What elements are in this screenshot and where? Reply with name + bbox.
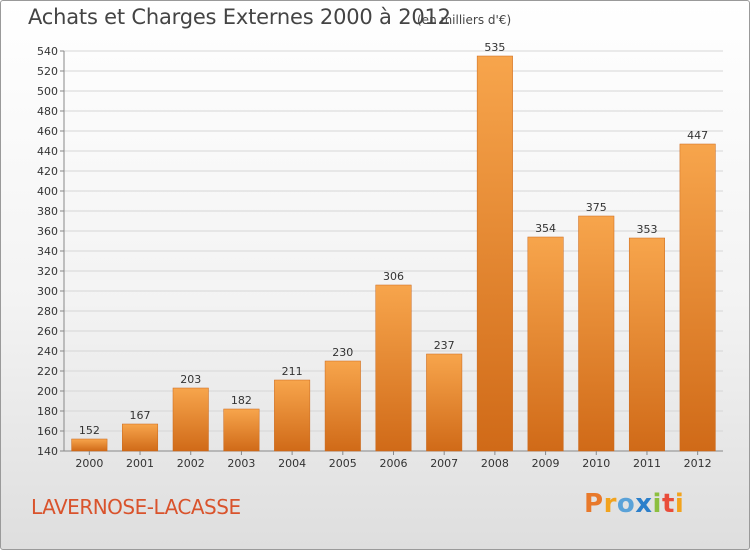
y-tick-label: 460 (37, 125, 58, 138)
x-tick-label-2009: 2009 (532, 457, 560, 470)
bar-2004 (274, 379, 311, 452)
bar-2000 (71, 438, 108, 452)
logo-letter: i (652, 489, 662, 519)
bar-2002 (172, 387, 209, 452)
value-label-2009: 354 (535, 222, 556, 235)
y-tick-label: 540 (37, 45, 58, 58)
bar-2007 (426, 353, 463, 452)
value-label-2011: 353 (636, 223, 657, 236)
logo-letter: x (635, 489, 653, 519)
y-tick-label: 500 (37, 85, 58, 98)
value-label-2012: 447 (687, 129, 708, 142)
bar-2008 (476, 55, 513, 452)
value-label-2006: 306 (383, 270, 404, 283)
x-tick-label-2002: 2002 (177, 457, 205, 470)
x-tick-label-2006: 2006 (380, 457, 408, 470)
y-tick-label: 340 (37, 245, 58, 258)
logo-letter: i (674, 489, 685, 519)
value-labels: 152 167 203 182 211 230 306 237 535 354 375 353 447 (79, 41, 708, 437)
y-tick-label: 220 (37, 365, 58, 378)
y-tick-label: 420 (37, 165, 58, 178)
value-label-2008: 535 (484, 41, 505, 54)
commune-name: LAVERNOSE-LACASSE (31, 495, 241, 519)
value-label-2000: 152 (79, 424, 100, 437)
bar-2003 (223, 408, 260, 452)
y-tick-label: 440 (37, 145, 58, 158)
x-axis: 2000 2001 2002 2003 2004 2005 2006 2007 2008 2009… (75, 451, 712, 470)
value-label-2010: 375 (586, 201, 607, 214)
y-tick-label: 300 (37, 285, 58, 298)
y-tick-label: 360 (37, 225, 58, 238)
logo-letter: r (603, 489, 617, 519)
value-label-2003: 182 (231, 394, 252, 407)
bar-2011 (628, 237, 665, 452)
bar-2010 (578, 215, 615, 452)
logo-letter: t (661, 489, 675, 519)
x-tick-label-2007: 2007 (430, 457, 458, 470)
value-label-2007: 237 (434, 339, 455, 352)
y-tick-label: 400 (37, 185, 58, 198)
value-label-2005: 230 (332, 346, 353, 359)
y-tick-label: 200 (37, 385, 58, 398)
logo-letter: o (616, 489, 636, 519)
bar-2005 (324, 360, 361, 452)
y-tick-label: 520 (37, 65, 58, 78)
bar-2009 (527, 236, 564, 452)
y-tick-label: 320 (37, 265, 58, 278)
x-tick-label-2000: 2000 (75, 457, 103, 470)
y-tick-label: 480 (37, 105, 58, 118)
x-tick-label-2005: 2005 (329, 457, 357, 470)
y-axis: 140 160 180 200 220 240 260 280 300 320 340 360 380 4… (37, 45, 723, 458)
grid-lines (64, 50, 723, 452)
x-tick-label-2011: 2011 (633, 457, 661, 470)
y-tick-label: 260 (37, 325, 58, 338)
y-tick-label: 160 (37, 425, 58, 438)
y-tick-label: 140 (37, 445, 58, 458)
x-tick-label-2004: 2004 (278, 457, 306, 470)
bars (71, 55, 716, 452)
proxiti-logo[interactable]: Proxiti (584, 489, 684, 519)
x-tick-label-2001: 2001 (126, 457, 154, 470)
y-tick-label: 180 (37, 405, 58, 418)
x-tick-label-2003: 2003 (227, 457, 255, 470)
value-label-2001: 167 (130, 409, 151, 422)
y-tick-label: 280 (37, 305, 58, 318)
bar-2012 (679, 143, 716, 452)
y-tick-label: 380 (37, 205, 58, 218)
chart-unit: (en milliers d'€) (417, 13, 512, 27)
logo-letter: P (584, 489, 604, 519)
y-tick-label: 240 (37, 345, 58, 358)
bar-2006 (375, 284, 412, 452)
chart-title: Achats et Charges Externes 2000 à 2012 (28, 5, 451, 29)
value-label-2002: 203 (180, 373, 201, 386)
x-tick-label-2012: 2012 (684, 457, 712, 470)
x-tick-label-2010: 2010 (582, 457, 610, 470)
x-tick-label-2008: 2008 (481, 457, 509, 470)
bar-2001 (122, 423, 159, 452)
value-label-2004: 211 (282, 365, 303, 378)
